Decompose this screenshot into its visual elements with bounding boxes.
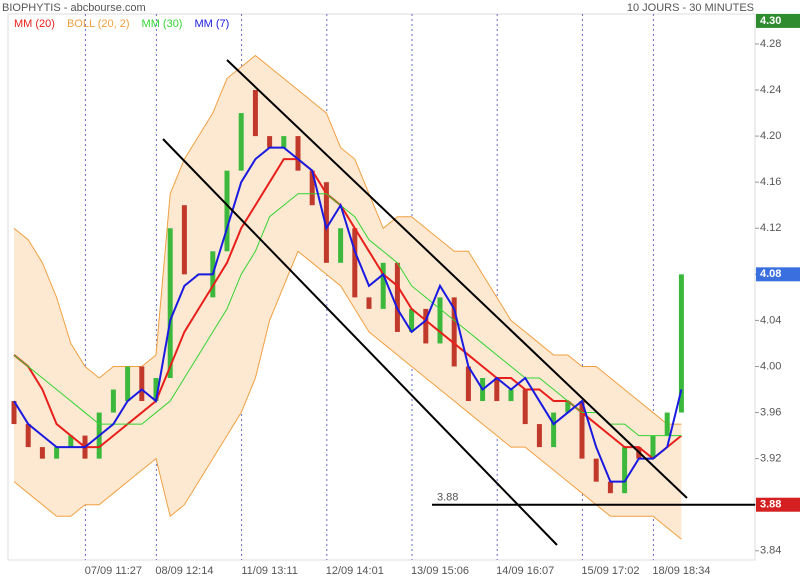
candle [551, 412, 557, 448]
candle [565, 401, 571, 413]
bollinger-lower [13, 250, 682, 540]
price-marker-label: 4.30 [760, 15, 781, 27]
legend-entry: MM (20) [14, 18, 55, 30]
marks-layer [11, 90, 684, 494]
x-tick-label: 12/09 14:01 [326, 565, 384, 577]
y-tick-label: 3.92 [760, 453, 781, 465]
legend-entry: MM (30) [142, 18, 183, 30]
x-tick-label: 13/09 15:06 [411, 565, 469, 577]
y-tick-label: 4.24 [760, 84, 781, 96]
candle [238, 113, 244, 171]
x-tick-label: 07/09 11:27 [85, 565, 142, 577]
legend-entry: BOLL (20, 2) [67, 18, 130, 30]
legend-entry: MM (7) [194, 18, 229, 30]
y-tick-label: 3.96 [760, 406, 781, 418]
candle [579, 401, 585, 459]
candle [607, 481, 613, 494]
plot-frame [7, 13, 756, 561]
candle [153, 378, 159, 402]
candle [224, 170, 230, 252]
y-tick-label: 4.04 [760, 314, 781, 326]
price-marker [756, 13, 800, 28]
y-tick-label: 4.12 [760, 222, 781, 234]
candle [394, 262, 400, 332]
y-tick-label: 4.28 [760, 38, 781, 50]
chart-subtitle: 10 JOURS - 30 MINUTES [627, 2, 754, 14]
x-tick-label: 15/09 17:02 [581, 565, 639, 577]
support-label: 3.88 [437, 492, 458, 504]
candle [536, 424, 542, 448]
moving-average [13, 193, 682, 437]
candle [167, 228, 173, 378]
overlay-layer: 3.88 4.30 4.08 3.88 [432, 13, 800, 512]
price-marker [756, 267, 800, 282]
candle [494, 378, 500, 402]
candle [366, 297, 372, 309]
y-tick-label: 4.20 [760, 130, 781, 142]
candle [309, 170, 315, 206]
candle [451, 297, 457, 367]
candle [267, 136, 273, 148]
candle [437, 297, 443, 344]
candle [110, 389, 116, 413]
candle [678, 274, 684, 413]
candle [323, 182, 329, 263]
candle [465, 366, 471, 402]
candle [338, 228, 344, 263]
candle [508, 389, 514, 402]
x-tick-label: 08/09 12:14 [155, 565, 213, 577]
chart-title: BIOPHYTIS - abcbourse.com [2, 2, 146, 14]
candle [352, 228, 358, 298]
price-marker-label: 4.08 [760, 268, 781, 280]
candle [181, 205, 187, 275]
x-tick-label: 11/09 13:11 [241, 565, 297, 577]
candle [593, 458, 599, 482]
candle [423, 308, 429, 344]
candle [522, 389, 528, 425]
y-tick-label: 4.00 [760, 360, 781, 372]
candle [11, 401, 17, 425]
candle [409, 308, 415, 332]
candle [39, 447, 45, 459]
candle [650, 435, 656, 459]
moving-average [13, 146, 683, 483]
candle [295, 136, 301, 171]
price-marker [756, 497, 800, 512]
channel-line [162, 138, 558, 546]
legend: MM (20) BOLL (20, 2) MM (30) MM (7) [14, 18, 229, 30]
candle [68, 435, 74, 448]
y-tick-label: 4.16 [760, 176, 781, 188]
x-tick-label: 18/09 18:34 [652, 565, 710, 577]
y-tick-label: 3.84 [760, 545, 781, 557]
x-tick-label: 14/09 16:07 [496, 565, 554, 577]
candle [380, 262, 386, 309]
candle [54, 447, 60, 459]
candle [139, 366, 145, 402]
channel-line [226, 59, 688, 499]
candle [281, 136, 287, 148]
candle [622, 447, 628, 494]
candle [252, 90, 258, 137]
candle [664, 412, 670, 436]
candle [125, 366, 131, 402]
candle [25, 424, 31, 448]
price-marker-label: 3.88 [760, 499, 781, 511]
